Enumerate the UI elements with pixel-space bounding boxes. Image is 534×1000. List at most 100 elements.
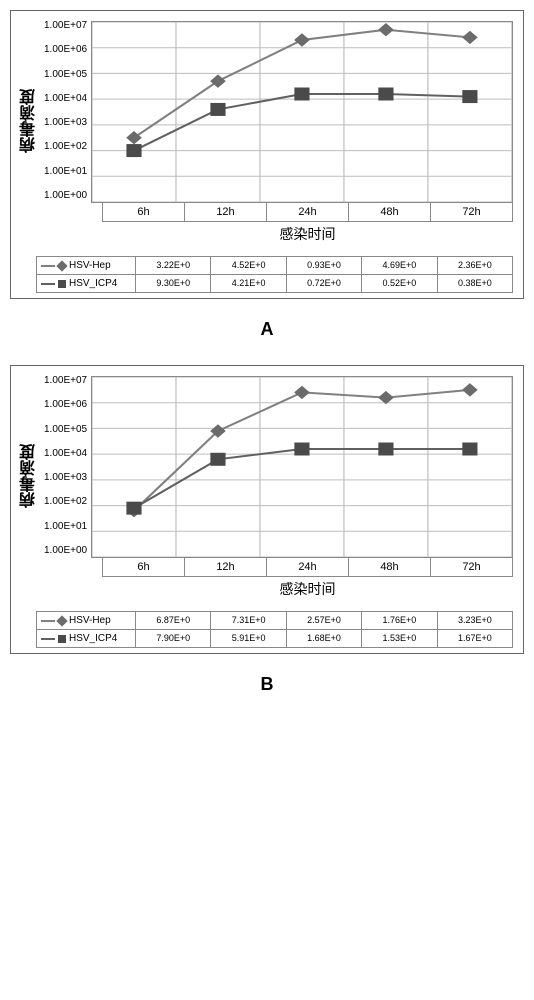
legend-cells: 3.22E+04.52E+00.93E+04.69E+02.36E+0 <box>136 257 512 274</box>
plot-row: 1.00E+07 1.00E+06 1.00E+05 1.00E+04 1.00E+03… <box>44 21 513 203</box>
legend-value-cell: 9.30E+0 <box>136 275 211 292</box>
y-tick-label: 1.00E+01 <box>44 167 87 177</box>
spacer <box>44 222 102 250</box>
series-name: HSV_ICP4 <box>69 278 117 289</box>
y-tick-label: 1.00E+00 <box>44 191 87 201</box>
y-tick-label: 1.00E+03 <box>44 473 87 483</box>
legend-value-cell: 2.57E+0 <box>287 612 362 629</box>
square-marker-icon <box>58 635 66 643</box>
x-cells-row: 6h12h24h48h72h <box>44 203 513 222</box>
plot-container: 1.00E+07 1.00E+06 1.00E+05 1.00E+04 1.00E+03… <box>44 376 513 605</box>
x-tick-label: 72h <box>431 558 513 576</box>
legend-cells: 9.30E+04.21E+00.72E+00.52E+00.38E+0 <box>136 275 512 292</box>
x-tick-label: 24h <box>267 203 349 221</box>
legend-row: HSV_ICP4 7.90E+05.91E+01.68E+01.53E+01.67… <box>37 630 512 647</box>
spacer <box>44 558 102 577</box>
line-marker-icon <box>41 620 55 622</box>
y-tick-label: 1.00E+07 <box>44 21 87 31</box>
legend-value-cell: 1.67E+0 <box>438 630 512 647</box>
legend-row: HSV_ICP4 9.30E+04.21E+00.72E+00.52E+00.38… <box>37 275 512 292</box>
x-label-row: 感染时间 <box>44 222 513 250</box>
y-tick-label: 1.00E+02 <box>44 497 87 507</box>
y-ticks: 1.00E+07 1.00E+06 1.00E+05 1.00E+04 1.00E+03… <box>44 21 91 201</box>
legend-value-cell: 1.76E+0 <box>362 612 437 629</box>
panel-label: B <box>10 674 524 695</box>
series-name: HSV_ICP4 <box>69 633 117 644</box>
panel-label: A <box>10 319 524 340</box>
legend-value-cell: 3.23E+0 <box>438 612 512 629</box>
y-tick-label: 1.00E+00 <box>44 546 87 556</box>
legend-key: HSV-Hep <box>37 612 136 629</box>
legend-value-cell: 3.22E+0 <box>136 257 211 274</box>
legend-key: HSV_ICP4 <box>37 275 136 292</box>
chart-area: 病毒滴度1.00E+071.00E+061.00E+051.00E+041.00… <box>16 376 513 605</box>
x-cells: 6h12h24h48h72h <box>102 203 513 222</box>
x-tick-label: 48h <box>349 558 431 576</box>
y-tick-label: 1.00E+04 <box>44 94 87 104</box>
y-tick-label: 1.00E+02 <box>44 142 87 152</box>
y-ticks: 1.00E+07 1.00E+06 1.00E+05 1.00E+04 1.00E+03… <box>44 376 91 556</box>
y-axis-label: 病毒滴度 <box>16 376 44 576</box>
line-marker-icon <box>41 265 55 267</box>
legend-value-cell: 4.69E+0 <box>362 257 437 274</box>
chart-panel: 病毒滴度1.00E+071.00E+061.00E+051.00E+041.00… <box>10 10 524 299</box>
legend-value-cell: 6.87E+0 <box>136 612 211 629</box>
legend-row: HSV-Hep 3.22E+04.52E+00.93E+04.69E+02.36E… <box>37 257 512 275</box>
legend-row: HSV-Hep 6.87E+07.31E+02.57E+01.76E+03.23E… <box>37 612 512 630</box>
legend-cells: 7.90E+05.91E+01.68E+01.53E+01.67E+0 <box>136 630 512 647</box>
x-tick-label: 72h <box>431 203 513 221</box>
plot-container: 1.00E+07 1.00E+06 1.00E+05 1.00E+04 1.00E+03… <box>44 21 513 250</box>
series-name: HSV-Hep <box>69 260 111 271</box>
x-tick-label: 6h <box>103 558 185 576</box>
y-tick-label: 1.00E+04 <box>44 449 87 459</box>
y-axis-label: 病毒滴度 <box>16 21 44 221</box>
line-chart <box>91 21 513 203</box>
legend-value-cell: 7.90E+0 <box>136 630 211 647</box>
series-name: HSV-Hep <box>69 615 111 626</box>
x-label-row: 感染时间 <box>44 577 513 605</box>
legend-value-cell: 2.36E+0 <box>438 257 512 274</box>
diamond-marker-icon <box>56 260 67 271</box>
x-tick-label: 48h <box>349 203 431 221</box>
y-tick-label: 1.00E+01 <box>44 522 87 532</box>
legend-value-cell: 4.52E+0 <box>211 257 286 274</box>
plot-row: 1.00E+07 1.00E+06 1.00E+05 1.00E+04 1.00E+03… <box>44 376 513 558</box>
legend-key: HSV_ICP4 <box>37 630 136 647</box>
x-axis-label: 感染时间 <box>102 577 513 605</box>
y-tick-label: 1.00E+03 <box>44 118 87 128</box>
y-tick-label: 1.00E+05 <box>44 70 87 80</box>
y-tick-label: 1.00E+07 <box>44 376 87 386</box>
legend-data-table: HSV-Hep 6.87E+07.31E+02.57E+01.76E+03.23E… <box>36 611 513 648</box>
x-cells: 6h12h24h48h72h <box>102 558 513 577</box>
line-marker-icon <box>41 638 55 640</box>
y-tick-label: 1.00E+06 <box>44 400 87 410</box>
chart-panel: 病毒滴度1.00E+071.00E+061.00E+051.00E+041.00… <box>10 365 524 654</box>
legend-value-cell: 4.21E+0 <box>211 275 286 292</box>
legend-value-cell: 5.91E+0 <box>211 630 286 647</box>
legend-cells: 6.87E+07.31E+02.57E+01.76E+03.23E+0 <box>136 612 512 629</box>
x-axis-label: 感染时间 <box>102 222 513 250</box>
legend-data-table: HSV-Hep 3.22E+04.52E+00.93E+04.69E+02.36E… <box>36 256 513 293</box>
y-tick-label: 1.00E+05 <box>44 425 87 435</box>
spacer <box>44 203 102 222</box>
x-tick-label: 12h <box>185 558 267 576</box>
x-tick-label: 6h <box>103 203 185 221</box>
line-marker-icon <box>41 283 55 285</box>
diamond-marker-icon <box>56 615 67 626</box>
spacer <box>44 577 102 605</box>
legend-value-cell: 0.38E+0 <box>438 275 512 292</box>
x-tick-label: 24h <box>267 558 349 576</box>
square-marker-icon <box>58 280 66 288</box>
legend-value-cell: 0.52E+0 <box>362 275 437 292</box>
chart-area: 病毒滴度1.00E+071.00E+061.00E+051.00E+041.00… <box>16 21 513 250</box>
legend-value-cell: 0.93E+0 <box>287 257 362 274</box>
line-chart <box>91 376 513 558</box>
y-tick-label: 1.00E+06 <box>44 45 87 55</box>
legend-value-cell: 1.68E+0 <box>287 630 362 647</box>
legend-value-cell: 1.53E+0 <box>362 630 437 647</box>
legend-value-cell: 7.31E+0 <box>211 612 286 629</box>
x-tick-label: 12h <box>185 203 267 221</box>
legend-value-cell: 0.72E+0 <box>287 275 362 292</box>
legend-key: HSV-Hep <box>37 257 136 274</box>
x-cells-row: 6h12h24h48h72h <box>44 558 513 577</box>
